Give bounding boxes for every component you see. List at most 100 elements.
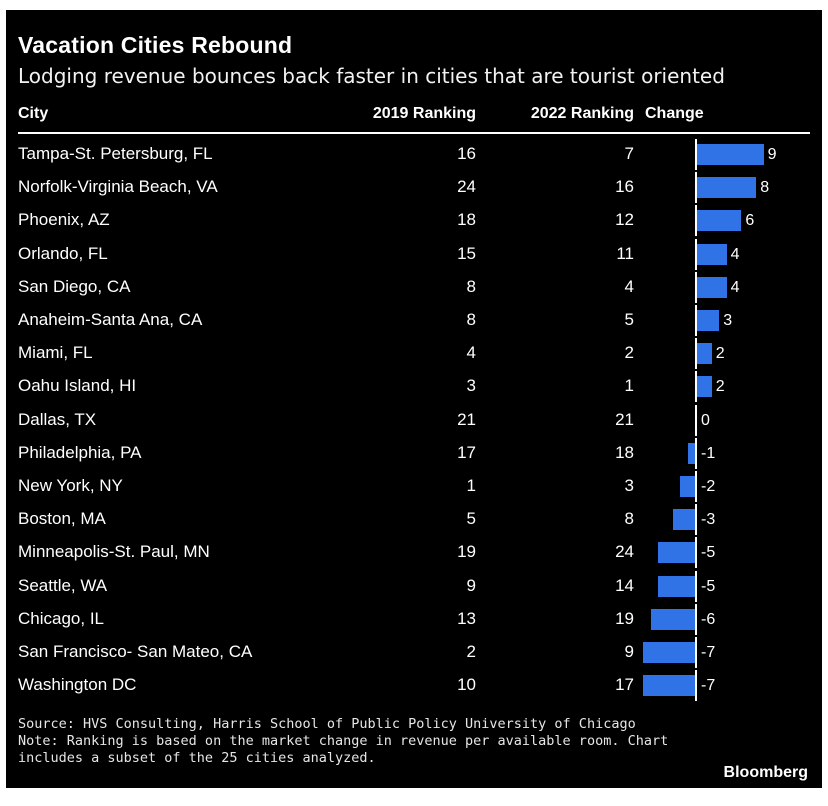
rank-2019-value: 19	[457, 542, 476, 562]
change-bar	[697, 144, 764, 165]
table-row: Miami, FL 4 2 2	[6, 337, 822, 370]
change-value-label: -3	[701, 511, 716, 529]
source-note: Source: HVS Consulting, Harris School of…	[18, 716, 636, 732]
city-name: Chicago, IL	[18, 608, 104, 628]
rank-2019-value: 2	[466, 642, 476, 661]
footnotes: Source: HVS Consulting, Harris School of…	[18, 716, 668, 767]
rank-2019-value: 13	[457, 608, 476, 628]
city-name: Minneapolis-St. Paul, MN	[18, 542, 210, 562]
city-name: Washington DC	[18, 675, 137, 695]
rank-2019-value: 16	[457, 144, 476, 163]
rank-2022-value: 9	[624, 642, 634, 661]
rank-2019-value: 4	[466, 343, 476, 363]
change-value-label: -2	[701, 478, 716, 495]
change-value-label: -5	[701, 544, 716, 562]
table-row: Tampa-St. Petersburg, FL 16 7 9	[6, 138, 822, 171]
rank-2019-value: 18	[457, 210, 476, 230]
rank-2022-value: 18	[615, 442, 634, 462]
rank-2022-value: 2	[624, 343, 634, 363]
zero-axis-tick	[695, 338, 697, 370]
rank-2022-value: 17	[615, 675, 634, 695]
rank-2019-value: 17	[457, 442, 476, 462]
change-value-label: 8	[760, 179, 770, 197]
zero-axis-tick	[695, 637, 697, 668]
change-value-label: -7	[701, 644, 716, 661]
city-name: Miami, FL	[18, 343, 93, 363]
change-bar	[643, 675, 695, 697]
change-value-label: -6	[701, 610, 716, 628]
ranking-note-line-2: includes a subset of the 25 cities analy…	[18, 750, 376, 766]
change-value-label: 0	[701, 411, 710, 429]
change-bar	[697, 310, 720, 331]
change-bar	[697, 177, 757, 199]
zero-axis-tick	[695, 404, 697, 436]
change-value-label: 9	[767, 146, 777, 163]
table-row: Washington DC 10 17 -7	[6, 669, 822, 702]
rank-2022-value: 1	[624, 376, 634, 396]
change-bar	[697, 210, 742, 232]
rank-2019-value: 8	[466, 310, 476, 329]
change-bar	[680, 476, 695, 497]
table-row: Oahu Island, HI 3 1 2	[6, 370, 822, 403]
table-row: Orlando, FL 15 11 4	[6, 238, 822, 271]
ranking-note-line-1: Note: Ranking is based on the market cha…	[18, 733, 669, 749]
city-name: Oahu Island, HI	[18, 376, 137, 396]
rank-2022-value: 5	[624, 310, 634, 329]
change-value-label: 2	[715, 345, 725, 363]
header-2019-ranking: 2019 Ranking	[372, 105, 476, 122]
table-row: San Francisco- San Mateo, CA 2 9 -7	[6, 636, 822, 669]
rank-2019-value: 10	[457, 675, 476, 695]
change-bar	[697, 376, 712, 398]
rank-2022-value: 7	[624, 144, 634, 163]
zero-axis-tick	[695, 172, 697, 204]
rank-2022-value: 21	[615, 409, 634, 429]
change-bar	[672, 509, 695, 531]
zero-axis-tick	[695, 271, 697, 303]
rank-2019-value: 8	[466, 276, 476, 296]
city-name: Philadelphia, PA	[18, 442, 142, 462]
change-value-label: -5	[701, 577, 716, 595]
zero-axis-tick	[695, 305, 697, 336]
change-bar	[658, 542, 695, 564]
change-bar	[687, 442, 695, 464]
rank-2022-value: 24	[615, 542, 634, 562]
change-bar	[650, 608, 695, 630]
rank-2022-value: 12	[615, 210, 634, 230]
zero-axis-tick	[695, 504, 697, 536]
header-city: City	[18, 105, 49, 122]
table-row: Dallas, TX 21 21 0	[6, 404, 822, 437]
city-name: New York, NY	[18, 476, 123, 495]
chart-title: Vacation Cities Rebound	[18, 32, 293, 58]
table-row: Norfolk-Virginia Beach, VA 24 16 8	[6, 171, 822, 204]
header-rule	[18, 132, 810, 134]
zero-axis-tick	[695, 570, 697, 602]
zero-axis-tick	[695, 603, 697, 635]
bloomberg-logo: Bloomberg	[723, 764, 808, 781]
table-row: Phoenix, AZ 18 12 6	[6, 204, 822, 237]
header-2022-ranking: 2022 Ranking	[530, 105, 634, 122]
header-change: Change	[645, 105, 704, 122]
rank-2022-value: 11	[616, 243, 634, 263]
rank-2019-value: 5	[466, 509, 476, 529]
rank-2019-value: 24	[457, 177, 476, 197]
city-name: Orlando, FL	[18, 243, 108, 263]
zero-axis-tick	[695, 670, 697, 702]
zero-axis-tick	[695, 139, 697, 170]
table-row: Boston, MA 5 8 -3	[6, 503, 822, 536]
change-value-label: 4	[730, 278, 740, 296]
rank-2022-value: 14	[615, 575, 634, 595]
change-bar	[643, 642, 695, 663]
change-value-label: -7	[701, 677, 716, 695]
change-value-label: 2	[715, 378, 725, 396]
change-bar	[658, 575, 695, 597]
rank-2019-value: 21	[457, 409, 476, 429]
zero-axis-tick	[695, 437, 697, 469]
table-row: New York, NY 1 3 -2	[6, 470, 822, 503]
zero-axis-tick	[695, 205, 697, 237]
change-bar	[697, 276, 727, 298]
zero-axis-tick	[695, 471, 697, 502]
zero-axis-tick	[695, 537, 697, 569]
city-name: Phoenix, AZ	[18, 210, 110, 230]
rank-2019-value: 9	[466, 575, 476, 595]
zero-axis-tick	[695, 238, 697, 270]
